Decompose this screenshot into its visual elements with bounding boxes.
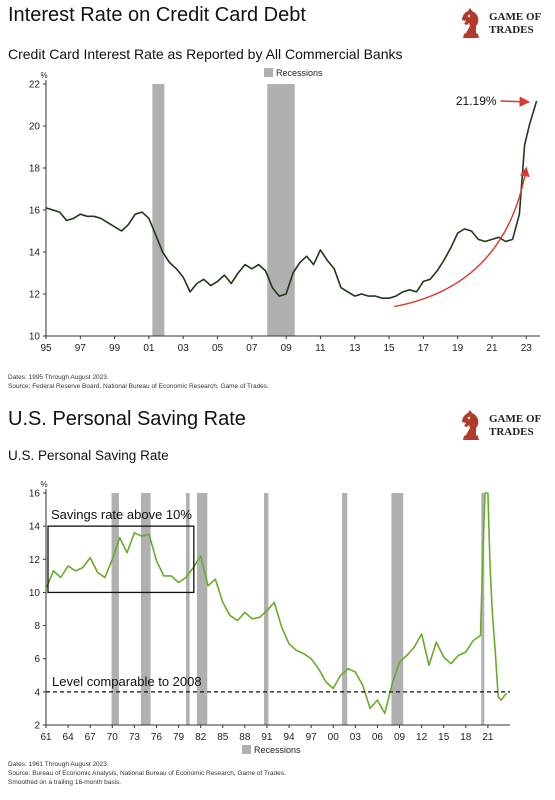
- x-tick-label: 12: [416, 732, 428, 743]
- recession-bar: [196, 493, 208, 725]
- x-tick-label: 07: [246, 343, 258, 354]
- chart-notes: Dates: 1961 Through August 2023. Source:…: [8, 760, 286, 787]
- saving-rate-panel: U.S. Personal Saving Rate GAME OF TRADES…: [0, 400, 555, 800]
- x-tick-label: 99: [109, 343, 121, 354]
- legend-label: Recessions: [254, 745, 301, 755]
- series-line: [45, 100, 538, 299]
- x-tick-label: 03: [350, 732, 362, 743]
- y-tick-label: 18: [29, 164, 41, 175]
- credit-card-rate-panel: Interest Rate on Credit Card Debt GAME O…: [8, 4, 547, 391]
- reference-annotation: Level comparable to 2008: [52, 674, 202, 689]
- y-axis-unit: %: [40, 71, 47, 80]
- recession-bar: [267, 84, 295, 336]
- legend-swatch: [264, 68, 273, 77]
- brand-line-1: GAME OF: [489, 11, 542, 23]
- y-tick-label: 10: [29, 588, 41, 599]
- recession-bar: [152, 84, 165, 336]
- x-tick-label: 03: [178, 343, 190, 354]
- x-tick-label: 70: [107, 732, 119, 743]
- brand-line-1: GAME OF: [489, 413, 542, 425]
- y-tick-label: 14: [29, 248, 41, 259]
- x-tick-label: 01: [143, 343, 155, 354]
- x-tick-label: 00: [328, 732, 340, 743]
- x-tick-label: 21: [482, 732, 494, 743]
- series-line: [45, 492, 508, 715]
- y-tick-label: 10: [29, 332, 41, 343]
- recession-bar: [185, 493, 190, 725]
- y-tick-label: 20: [29, 122, 41, 133]
- chart-subtitle: U.S. Personal Saving Rate: [8, 448, 169, 463]
- savings-annotation: Savings rate above 10%: [51, 507, 192, 522]
- x-tick-label: 05: [212, 343, 224, 354]
- y-tick-label: 14: [29, 522, 41, 533]
- y-tick-label: 2: [34, 721, 40, 732]
- x-tick-label: 95: [40, 343, 52, 354]
- brand-logo: GAME OF TRADES: [451, 4, 547, 42]
- y-tick-label: 6: [34, 654, 40, 665]
- value-arrow: [500, 96, 531, 107]
- chart-title: U.S. Personal Saving Rate: [8, 408, 246, 430]
- y-axis-unit: %: [40, 480, 47, 489]
- x-tick-label: 79: [173, 732, 185, 743]
- chess-knight-icon: [462, 410, 479, 440]
- y-tick-label: 4: [34, 687, 40, 698]
- x-tick-label: 09: [281, 343, 293, 354]
- dates-note: Dates: 1961 Through August 2023.: [8, 761, 109, 768]
- recession-bar: [141, 493, 151, 725]
- x-tick-label: 64: [63, 732, 75, 743]
- recession-bar: [481, 493, 485, 725]
- legend-swatch: [242, 745, 251, 754]
- brand-line-2: TRADES: [489, 426, 534, 438]
- x-tick-label: 06: [372, 732, 384, 743]
- y-tick-label: 8: [34, 621, 40, 632]
- x-tick-label: 88: [239, 732, 251, 743]
- trend-arrow: [394, 166, 530, 308]
- saving-rate-chart: 2 4 6 8 10 12 14 16% 61 64 67 70 73 76 79 82 85 88 91 94 97 0…: [29, 480, 510, 755]
- recession-bar: [391, 493, 404, 725]
- x-tick-label: 73: [129, 732, 141, 743]
- y-tick-label: 16: [29, 489, 41, 500]
- x-tick-label: 21: [486, 343, 498, 354]
- x-tick-label: 67: [85, 732, 97, 743]
- y-tick-label: 22: [29, 80, 41, 91]
- value-annotation: 21.19%: [456, 94, 497, 108]
- x-tick-label: 15: [383, 343, 395, 354]
- x-tick-label: 94: [283, 732, 295, 743]
- recession-bar: [264, 493, 269, 725]
- x-tick-label: 15: [438, 732, 450, 743]
- chess-knight-icon: [462, 8, 479, 38]
- x-tick-label: 17: [418, 343, 430, 354]
- highlight-box: [47, 525, 195, 594]
- x-tick-label: 97: [75, 343, 87, 354]
- recession-bar: [342, 493, 348, 725]
- dates-note: Dates: 1995 Through August 2023.: [8, 374, 109, 381]
- brand-line-2: TRADES: [489, 24, 534, 36]
- x-tick-label: 85: [217, 732, 229, 743]
- y-tick-label: 12: [29, 290, 41, 301]
- x-tick-label: 18: [460, 732, 472, 743]
- x-tick-label: 76: [151, 732, 163, 743]
- y-tick-label: 12: [29, 555, 41, 566]
- chart-subtitle: Credit Card Interest Rate as Reported by…: [8, 46, 403, 62]
- brand-logo: GAME OF TRADES: [451, 406, 547, 444]
- x-tick-label: 23: [521, 343, 533, 354]
- y-tick-label: 16: [29, 206, 41, 217]
- smoothing-note: Smoothed on a trailing 16-month basis.: [8, 779, 122, 786]
- chart-title: Interest Rate on Credit Card Debt: [8, 4, 306, 26]
- source-note: Source: Bureau of Economic Analysis, Nat…: [8, 770, 286, 777]
- x-tick-label: 61: [40, 732, 52, 743]
- legend-label: Recessions: [276, 68, 323, 78]
- x-tick-label: 19: [452, 343, 464, 354]
- chart-notes: Dates: 1995 Through August 2023. Source:…: [8, 373, 269, 391]
- x-tick-label: 91: [261, 732, 273, 743]
- x-tick-label: 82: [195, 732, 207, 743]
- source-note: Source: Federal Reserve Board, National …: [8, 383, 269, 390]
- x-tick-label: 09: [394, 732, 406, 743]
- credit-card-rate-chart: 10 12 14 16 18 20 22% 95 97 99 01 03 05 07 09 11 13 15 17 1…: [29, 68, 540, 354]
- recession-bar: [111, 493, 119, 725]
- x-tick-label: 13: [349, 343, 361, 354]
- x-tick-label: 11: [315, 343, 326, 354]
- x-tick-label: 97: [306, 732, 318, 743]
